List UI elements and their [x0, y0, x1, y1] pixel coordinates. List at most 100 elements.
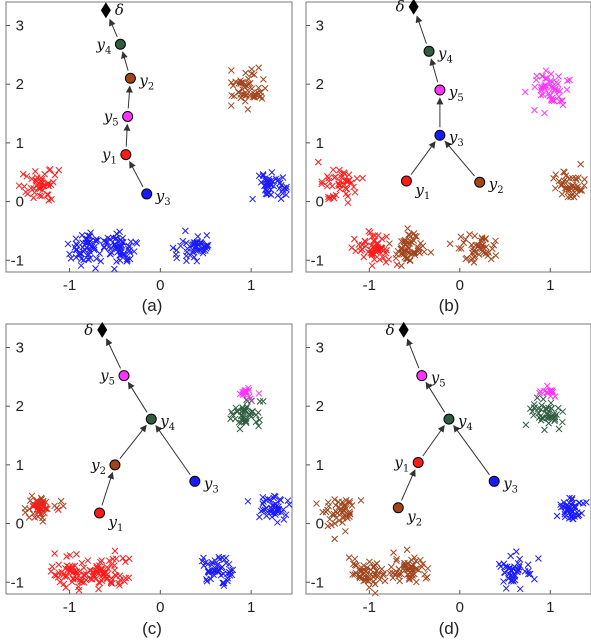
cross-marker: [195, 245, 203, 253]
cross-marker: [67, 255, 75, 262]
panel-label: (d): [439, 619, 460, 638]
x-tick-label: -1: [63, 599, 76, 616]
plot-frame: [5, 1, 293, 273]
y-tick-label: 0: [316, 516, 324, 533]
cross-marker: [59, 502, 67, 510]
cross-marker: [533, 394, 541, 402]
y-tick-label: 3: [316, 339, 324, 356]
cross-marker: [196, 239, 204, 247]
cross-marker: [36, 504, 44, 511]
node-y3: [189, 475, 201, 487]
cross-marker: [35, 185, 42, 192]
tree-edge-arrow: [155, 425, 191, 476]
cross-marker: [43, 191, 51, 198]
cross-marker: [556, 87, 564, 95]
tree-edge-arrow: [425, 381, 446, 413]
cross-marker: [55, 561, 63, 569]
cross-marker: [393, 557, 400, 565]
scatter-panel-b: -1 0 1 2 3 -1 0 1 y1 y2 y3 y4 y5 δ (b): [305, 0, 591, 315]
cross-marker: [55, 166, 63, 174]
cross-marker: [70, 574, 77, 582]
cross-marker: [457, 245, 465, 252]
root-diamond: [408, 0, 419, 15]
cross-marker: [182, 239, 190, 247]
cross-marker: [259, 397, 267, 405]
cross-marker: [403, 546, 411, 554]
cross-marker: [188, 241, 195, 249]
cross-marker: [326, 194, 334, 202]
cross-marker: [190, 241, 197, 249]
cross-marker: [46, 166, 53, 174]
cross-marker: [393, 261, 401, 268]
cross-marker: [200, 554, 207, 562]
cross-marker: [101, 568, 109, 576]
node-y4: [145, 413, 157, 425]
tree-edge-arrow: [444, 140, 475, 177]
cross-marker: [346, 498, 353, 505]
cross-marker: [72, 235, 80, 243]
cross-marker: [521, 88, 529, 96]
node-y1: [94, 507, 106, 519]
y-tick-label: 2: [316, 76, 324, 93]
cross-marker: [100, 243, 108, 251]
cross-marker: [371, 589, 379, 597]
cross-marker: [368, 249, 376, 257]
cross-marker: [36, 511, 44, 518]
cross-marker: [56, 578, 64, 586]
cross-marker: [350, 235, 358, 243]
cross-marker: [49, 178, 57, 186]
cross-marker: [488, 245, 496, 253]
cross-marker: [551, 416, 559, 423]
cross-marker: [566, 76, 574, 84]
tree-edge-arrow: [109, 18, 118, 38]
cross-marker: [346, 499, 354, 507]
cross-marker: [272, 511, 279, 519]
cross-marker: [256, 416, 263, 424]
cross-marker: [541, 109, 548, 117]
cross-marker: [179, 237, 187, 245]
node-y5: [118, 370, 130, 382]
cross-marker: [44, 505, 51, 513]
cross-marker: [507, 552, 515, 560]
cross-marker: [345, 554, 353, 562]
cross-marker: [200, 562, 208, 569]
y-tick-label: 0: [16, 194, 24, 211]
cross-marker: [246, 395, 254, 403]
cluster-brown: [227, 64, 269, 113]
cross-marker: [394, 247, 402, 255]
node-y2: [474, 176, 486, 188]
cross-marker: [372, 246, 380, 254]
root-diamond: [100, 2, 111, 19]
cross-marker: [203, 577, 211, 585]
cross-marker: [194, 233, 202, 240]
cross-marker: [322, 508, 330, 516]
cross-marker: [378, 235, 386, 243]
cross-marker: [460, 239, 468, 247]
cross-marker: [51, 550, 58, 557]
cross-marker: [367, 566, 375, 574]
cross-marker: [251, 93, 258, 101]
cross-marker: [414, 565, 421, 573]
cross-marker: [337, 506, 345, 514]
cross-marker: [381, 577, 389, 585]
cross-marker: [368, 262, 376, 270]
cross-marker: [238, 79, 245, 86]
cross-marker: [390, 549, 397, 556]
cross-marker: [505, 571, 513, 578]
cross-marker: [228, 571, 236, 579]
plot-frame: [5, 323, 293, 595]
cross-marker: [42, 505, 50, 512]
cross-marker: [471, 232, 479, 240]
cross-marker: [570, 503, 578, 510]
cross-marker: [242, 69, 250, 77]
cross-marker: [387, 563, 395, 571]
tree-edge-arrow: [415, 15, 427, 44]
y-tick-label: 3: [16, 339, 24, 356]
cross-marker: [524, 570, 532, 578]
y-tick-label: 2: [16, 76, 24, 93]
cross-marker: [75, 249, 83, 257]
node-y5: [416, 370, 428, 382]
cross-marker: [203, 232, 211, 239]
cross-marker: [116, 581, 123, 589]
